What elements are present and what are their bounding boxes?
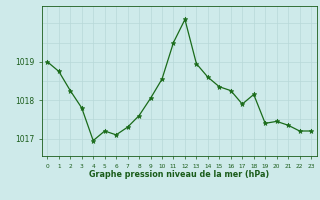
X-axis label: Graphe pression niveau de la mer (hPa): Graphe pression niveau de la mer (hPa): [89, 170, 269, 179]
